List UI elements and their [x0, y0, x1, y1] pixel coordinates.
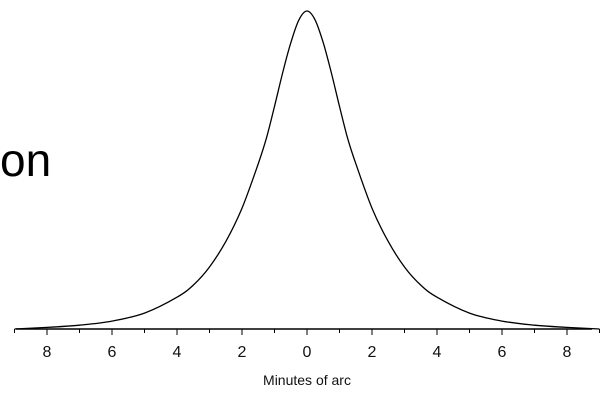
x-tick-label: 2: [238, 344, 247, 361]
x-axis-tick-labels: 8 6 4 2 0 2 4 6 8: [43, 344, 572, 361]
x-axis-label: Minutes of arc: [263, 372, 351, 388]
x-tick-label: 4: [433, 344, 442, 361]
x-tick-label: 8: [43, 344, 52, 361]
x-tick-label: 8: [563, 344, 572, 361]
x-tick-label: 0: [303, 344, 312, 361]
x-tick-label: 2: [368, 344, 377, 361]
slide-text-fragment: on: [0, 134, 52, 186]
x-tick-label: 6: [498, 344, 507, 361]
x-axis-ticks: [14, 329, 600, 335]
x-tick-label: 6: [108, 344, 117, 361]
x-tick-label: 4: [173, 344, 182, 361]
psf-curve: [14, 10, 600, 330]
